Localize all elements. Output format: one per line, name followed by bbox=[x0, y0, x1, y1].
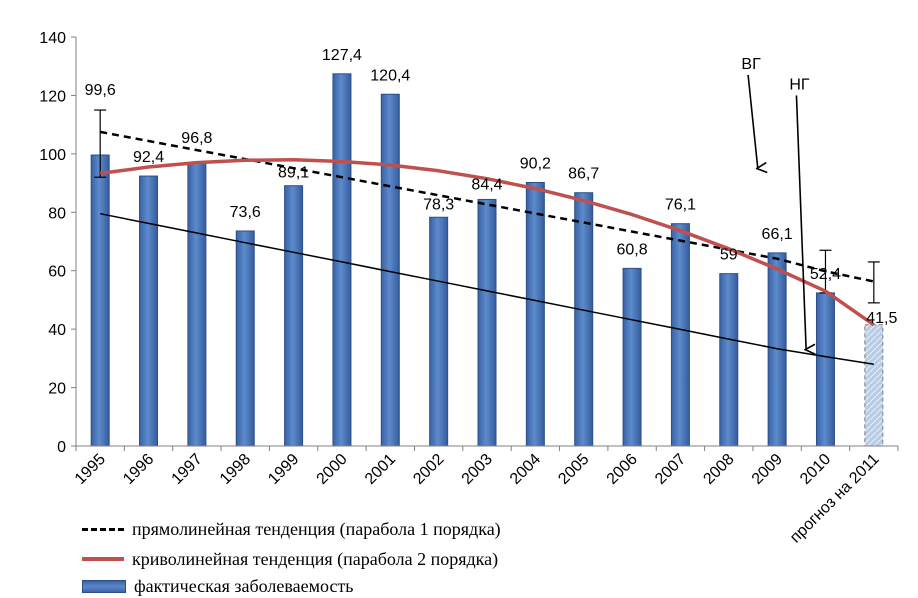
x-tick-label: 2005 bbox=[555, 451, 592, 488]
x-tick-label: 1996 bbox=[120, 451, 157, 488]
data-labels-layer: 99,6 92,4 96,8 73,6 89,1 127,4 120,4 78,3 84,4 90… bbox=[85, 47, 898, 327]
data-label-2008: 59 bbox=[720, 247, 738, 264]
chart: 0 20 40 60 80 100 120 140 1995 1996 1997 1998 1999 20… bbox=[39, 30, 899, 547]
x-tick-label: 1999 bbox=[265, 451, 302, 488]
bar-2007 bbox=[670, 223, 690, 447]
bar-1997 bbox=[187, 162, 207, 447]
y-tick-label: 80 bbox=[48, 205, 66, 222]
legend-swatch-bar bbox=[82, 579, 126, 593]
legend-item-actual-incidence: фактическая заболеваемость bbox=[82, 574, 354, 598]
curvilinear-trend-line bbox=[99, 157, 875, 327]
data-label-2002: 78,3 bbox=[423, 196, 454, 213]
legend-swatch-curve bbox=[82, 557, 124, 561]
y-tick-label: 0 bbox=[57, 439, 66, 456]
data-label-2010: 52,4 bbox=[810, 266, 841, 283]
data-label-прогноз на 2011: 41,5 bbox=[866, 310, 897, 327]
bar-2008 bbox=[719, 273, 739, 447]
error-bar bbox=[867, 261, 880, 304]
bar-2003 bbox=[477, 198, 497, 447]
annotation-label: НГ bbox=[789, 76, 810, 93]
x-tick-label: прогноз на 2011 bbox=[787, 451, 883, 547]
data-label-2003: 84,4 bbox=[471, 176, 502, 193]
x-tick-label: 1997 bbox=[169, 451, 206, 488]
bar-прогноз на 2011 bbox=[864, 324, 884, 447]
x-tick-label: 1995 bbox=[72, 451, 109, 488]
data-label-2006: 60,8 bbox=[616, 241, 647, 258]
x-tick-label: 1998 bbox=[217, 451, 254, 488]
bar-2002 bbox=[429, 216, 449, 447]
y-tick-label: 20 bbox=[48, 381, 66, 398]
x-tick-label: 2007 bbox=[652, 451, 689, 488]
annotations-layer: ВГ НГ bbox=[741, 56, 809, 350]
data-label-1995: 99,6 bbox=[85, 82, 116, 99]
legend-item-linear-trend: прямолинейная тенденция (парабола 1 поря… bbox=[82, 517, 501, 541]
x-tick-label: 2008 bbox=[700, 451, 737, 488]
legend-label: криволинейная тенденция (парабола 2 поря… bbox=[132, 548, 499, 569]
y-tick-label: 60 bbox=[48, 264, 66, 281]
y-tick-label: 40 bbox=[48, 322, 66, 339]
x-tick-label: 2004 bbox=[507, 451, 544, 488]
x-tick-label: 2000 bbox=[314, 451, 351, 488]
x-tick-label: 2010 bbox=[797, 451, 834, 488]
data-label-1997: 96,8 bbox=[181, 130, 212, 147]
lower-trend-line bbox=[100, 212, 874, 365]
bar-1996 bbox=[139, 175, 159, 447]
data-label-2009: 66,1 bbox=[762, 226, 793, 243]
data-label-2000: 127,4 bbox=[322, 47, 362, 64]
bar-1999 bbox=[284, 185, 304, 447]
x-tick-label: 2002 bbox=[410, 451, 447, 488]
bar-2004 bbox=[525, 181, 545, 447]
legend-label: фактическая заболеваемость bbox=[134, 575, 354, 596]
x-tick-label: 2003 bbox=[459, 451, 496, 488]
data-label-1999: 89,1 bbox=[278, 165, 309, 182]
data-label-2004: 90,2 bbox=[520, 155, 551, 172]
data-label-2001: 120,4 bbox=[370, 67, 410, 84]
x-tick-label: 2001 bbox=[362, 451, 399, 488]
y-tick-label: 140 bbox=[39, 30, 66, 47]
annotation-arrow: ВГ bbox=[741, 56, 761, 168]
bar-1998 bbox=[235, 230, 255, 447]
y-tick-label: 100 bbox=[39, 147, 66, 164]
error-bar bbox=[94, 109, 107, 178]
annotation-arrow-line bbox=[795, 95, 806, 349]
data-label-2005: 86,7 bbox=[568, 166, 599, 183]
x-tick-label: 2006 bbox=[604, 451, 641, 488]
annotation-label: ВГ bbox=[741, 56, 761, 73]
legend-item-curvilinear-trend: криволинейная тенденция (парабола 2 поря… bbox=[82, 547, 498, 571]
trend-lines-layer bbox=[99, 130, 875, 365]
data-label-2007: 76,1 bbox=[665, 197, 696, 214]
bar-2010 bbox=[815, 292, 835, 447]
bar-2005 bbox=[574, 192, 594, 447]
bar-1995 bbox=[90, 154, 110, 447]
bar-2006 bbox=[622, 267, 642, 447]
data-label-1996: 92,4 bbox=[133, 149, 164, 166]
y-tick-label: 120 bbox=[39, 88, 66, 105]
annotation-arrow: НГ bbox=[789, 76, 810, 349]
legend-label: прямолинейная тенденция (парабола 1 поря… bbox=[132, 518, 501, 539]
annotation-arrow-line bbox=[747, 74, 758, 168]
x-tick-label: 2009 bbox=[749, 451, 786, 488]
legend-swatch-dashed bbox=[82, 527, 124, 531]
data-label-1998: 73,6 bbox=[230, 204, 261, 221]
